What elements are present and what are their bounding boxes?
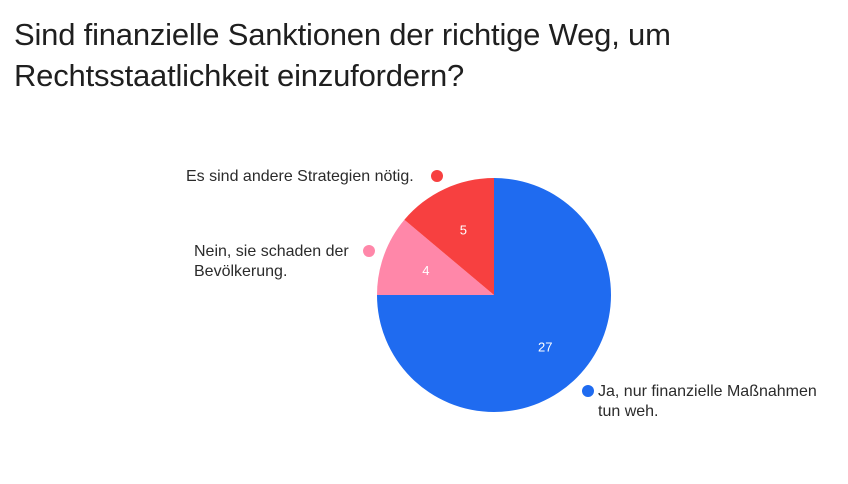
slice-label-2: Nein, sie schaden der Bevölkerung. <box>194 243 349 280</box>
pie-slices <box>377 178 611 412</box>
slice-value-3: 5 <box>460 222 467 237</box>
legend-dot-1 <box>582 385 594 397</box>
slice-value-1: 27 <box>538 339 552 354</box>
slice-value-labels: 27 4 5 <box>422 222 552 354</box>
chart-title: Sind finanzielle Sanktionen der richtige… <box>14 17 671 93</box>
pie-slice-3 <box>404 178 494 295</box>
legend-dot-3 <box>431 170 443 182</box>
slice-label-3: Es sind andere Strategien nötig. <box>186 168 414 185</box>
slice-category-labels: Ja, nur finanzielle Maßnahmen tun weh. Nei… <box>186 168 817 420</box>
slice-value-2: 4 <box>422 263 429 278</box>
pie-slice-2 <box>377 219 494 295</box>
slice-label-1: Ja, nur finanzielle Maßnahmen tun weh. <box>598 383 817 420</box>
legend-dot-2 <box>363 245 375 257</box>
